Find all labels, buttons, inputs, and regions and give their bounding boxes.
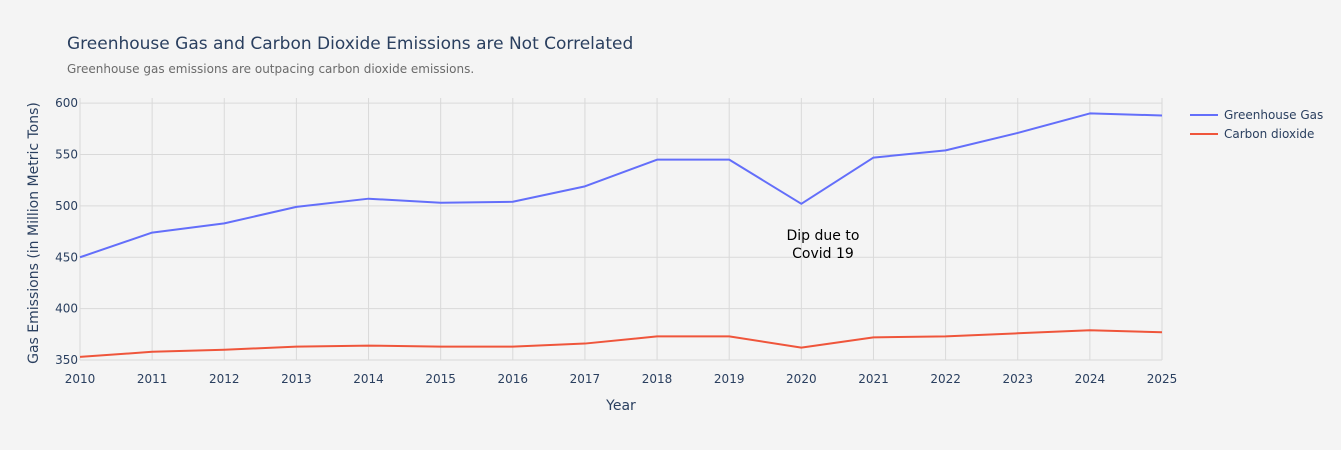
y-tick-500: 500	[55, 199, 78, 213]
x-tick-2014: 2014	[353, 372, 384, 386]
y-axis-title: Gas Emissions (in Million Metric Tons)	[26, 102, 42, 364]
legend-label: Greenhouse Gas	[1224, 108, 1323, 122]
x-tick-2020: 2020	[786, 372, 817, 386]
x-tick-labels: 2010 2011 2012 2013 2014 2015 2016 2017 2018 2019…	[65, 372, 1178, 386]
y-tick-350: 350	[55, 353, 78, 367]
series-line-1	[79, 329, 1163, 358]
y-tick-600: 600	[55, 96, 78, 110]
x-tick-2015: 2015	[425, 372, 456, 386]
x-tick-2013: 2013	[281, 372, 312, 386]
legend-item-1[interactable]: Carbon dioxide	[1190, 127, 1314, 141]
x-tick-2022: 2022	[930, 372, 961, 386]
x-tick-2012: 2012	[209, 372, 240, 386]
x-tick-2018: 2018	[642, 372, 673, 386]
annotation-line: Dip due to	[787, 228, 860, 244]
legend-item-0[interactable]: Greenhouse Gas	[1190, 108, 1323, 122]
legend-label: Carbon dioxide	[1224, 127, 1314, 141]
y-tick-550: 550	[55, 148, 78, 162]
x-tick-2025: 2025	[1147, 372, 1178, 386]
y-tick-400: 400	[55, 302, 78, 316]
series-lines	[79, 112, 1163, 358]
series-line-0	[79, 112, 1163, 259]
x-tick-2024: 2024	[1075, 372, 1106, 386]
annotation-0: Dip due to Covid 19	[787, 228, 860, 262]
x-tick-2023: 2023	[1002, 372, 1033, 386]
annotations: Dip due to Covid 19	[787, 228, 860, 262]
chart-subtitle: Greenhouse gas emissions are outpacing c…	[67, 62, 475, 76]
annotation-line: Covid 19	[792, 246, 854, 262]
chart-title: Greenhouse Gas and Carbon Dioxide Emissi…	[67, 34, 634, 54]
x-tick-2017: 2017	[570, 372, 601, 386]
x-tick-2019: 2019	[714, 372, 745, 386]
legend[interactable]: Greenhouse Gas Carbon dioxide	[1190, 108, 1323, 141]
y-tick-450: 450	[55, 250, 78, 264]
x-tick-2021: 2021	[858, 372, 889, 386]
grid-lines	[79, 98, 1163, 361]
x-tick-2010: 2010	[65, 372, 96, 386]
y-tick-labels: 350 400 450 500 550 600	[55, 96, 78, 367]
x-tick-2011: 2011	[137, 372, 168, 386]
x-axis-title: Year	[605, 398, 636, 414]
x-tick-2016: 2016	[498, 372, 529, 386]
